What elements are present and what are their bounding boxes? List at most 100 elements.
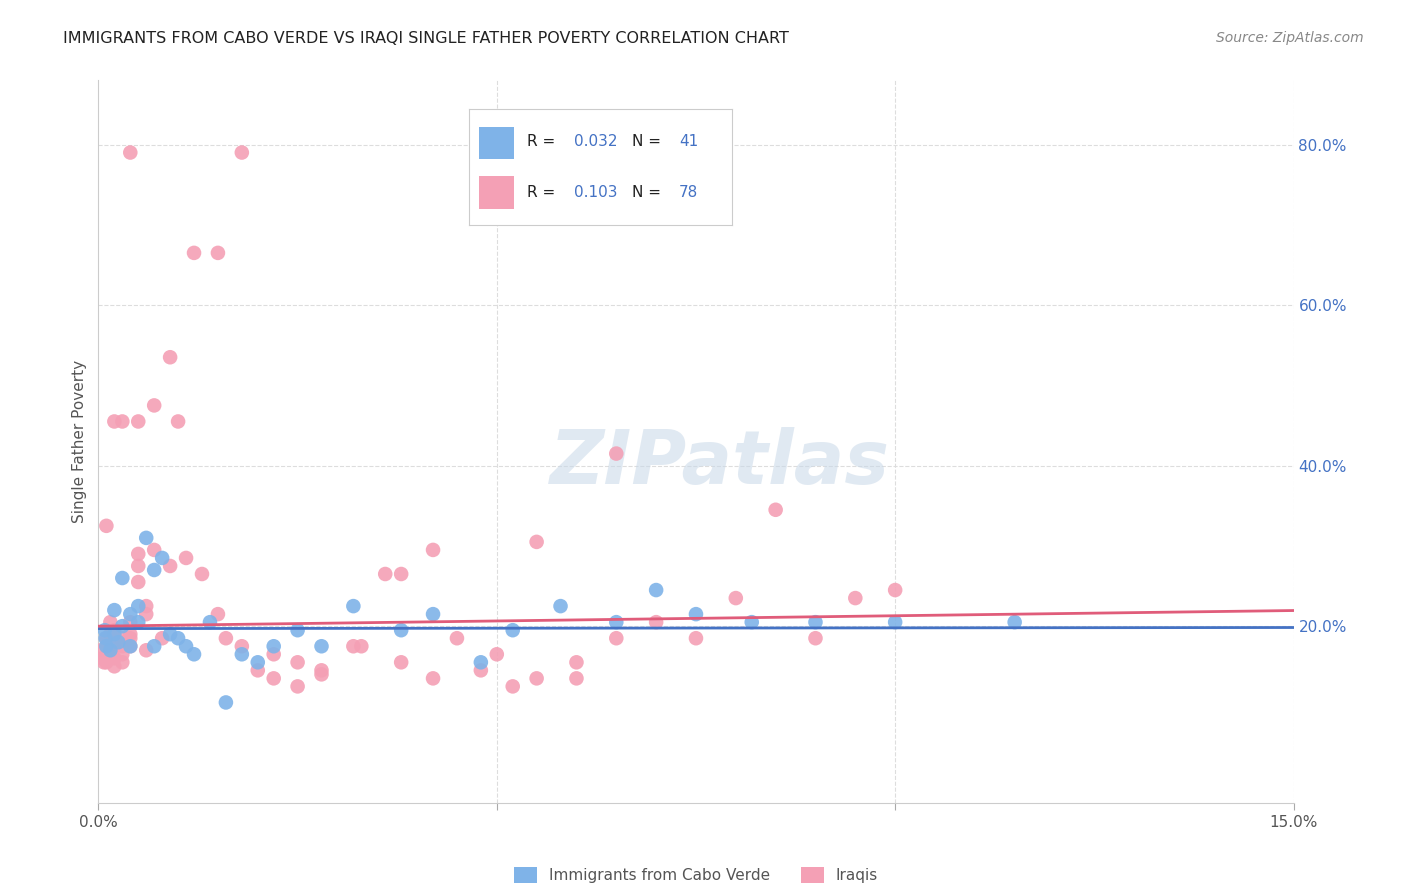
Point — [389, 655, 412, 669]
Point — [90, 643, 112, 657]
Point — [127, 558, 149, 573]
Point — [127, 574, 149, 589]
Point — [143, 398, 166, 412]
Point — [107, 635, 129, 649]
Point — [111, 414, 134, 428]
Point — [120, 632, 142, 646]
Point — [374, 567, 396, 582]
Point — [120, 145, 142, 160]
Point — [111, 571, 134, 585]
Point — [502, 623, 524, 637]
Point — [120, 639, 142, 653]
Point — [143, 542, 166, 557]
Point — [685, 607, 707, 621]
Point — [159, 350, 181, 364]
Point — [215, 696, 238, 710]
Y-axis label: Single Father Poverty: Single Father Poverty — [72, 360, 87, 523]
Point — [470, 664, 492, 678]
Legend: Immigrants from Cabo Verde, Iraqis: Immigrants from Cabo Verde, Iraqis — [508, 861, 884, 889]
Point — [150, 551, 173, 566]
Point — [446, 632, 468, 646]
Point — [565, 655, 588, 669]
Point — [605, 615, 627, 630]
Text: Source: ZipAtlas.com: Source: ZipAtlas.com — [1216, 31, 1364, 45]
Point — [98, 627, 122, 641]
Point — [741, 615, 763, 630]
Point — [263, 639, 285, 653]
Point — [103, 651, 125, 665]
Point — [183, 648, 205, 662]
Point — [93, 655, 115, 669]
Point — [246, 664, 269, 678]
Point — [98, 643, 122, 657]
Point — [127, 599, 149, 614]
Point — [94, 632, 117, 646]
Point — [342, 639, 364, 653]
Point — [765, 502, 787, 516]
Point — [94, 623, 117, 637]
Point — [485, 648, 508, 662]
Point — [135, 531, 157, 545]
Point — [143, 639, 166, 653]
Point — [685, 632, 707, 646]
Point — [174, 639, 197, 653]
Point — [174, 551, 197, 566]
Point — [645, 615, 668, 630]
Point — [191, 567, 214, 582]
Point — [120, 615, 142, 630]
Point — [120, 627, 142, 641]
Point — [96, 655, 118, 669]
Point — [96, 632, 118, 646]
Point — [198, 615, 221, 630]
Point — [844, 591, 866, 606]
Point — [263, 671, 285, 685]
Point — [103, 414, 125, 428]
Point — [350, 639, 373, 653]
Point — [111, 632, 134, 646]
Point — [103, 639, 125, 653]
Point — [526, 671, 548, 685]
Point — [96, 639, 118, 653]
Point — [143, 563, 166, 577]
Point — [159, 558, 181, 573]
Point — [724, 591, 747, 606]
Point — [98, 615, 122, 630]
Point — [135, 599, 157, 614]
Point — [502, 680, 524, 694]
Point — [127, 414, 149, 428]
Point — [1004, 615, 1026, 630]
Point — [884, 615, 907, 630]
Point — [103, 627, 125, 641]
Point — [565, 671, 588, 685]
Point — [183, 245, 205, 260]
Point — [98, 648, 122, 662]
Text: ZIPatlas: ZIPatlas — [550, 426, 890, 500]
Point — [103, 603, 125, 617]
Point — [470, 655, 492, 669]
Point — [96, 639, 118, 653]
Point — [287, 655, 309, 669]
Point — [103, 623, 125, 637]
Point — [111, 619, 134, 633]
Point — [111, 635, 134, 649]
Point — [111, 655, 134, 669]
Point — [120, 639, 142, 653]
Point — [342, 599, 364, 614]
Point — [96, 518, 118, 533]
Point — [311, 639, 333, 653]
Point — [215, 632, 238, 646]
Point — [103, 659, 125, 673]
Point — [120, 607, 142, 621]
Point — [91, 651, 114, 665]
Point — [207, 607, 229, 621]
Point — [389, 567, 412, 582]
Point — [231, 145, 253, 160]
Point — [135, 607, 157, 621]
Point — [389, 623, 412, 637]
Point — [804, 615, 827, 630]
Point — [231, 648, 253, 662]
Point — [207, 245, 229, 260]
Point — [150, 632, 173, 646]
Point — [605, 446, 627, 460]
Point — [246, 655, 269, 669]
